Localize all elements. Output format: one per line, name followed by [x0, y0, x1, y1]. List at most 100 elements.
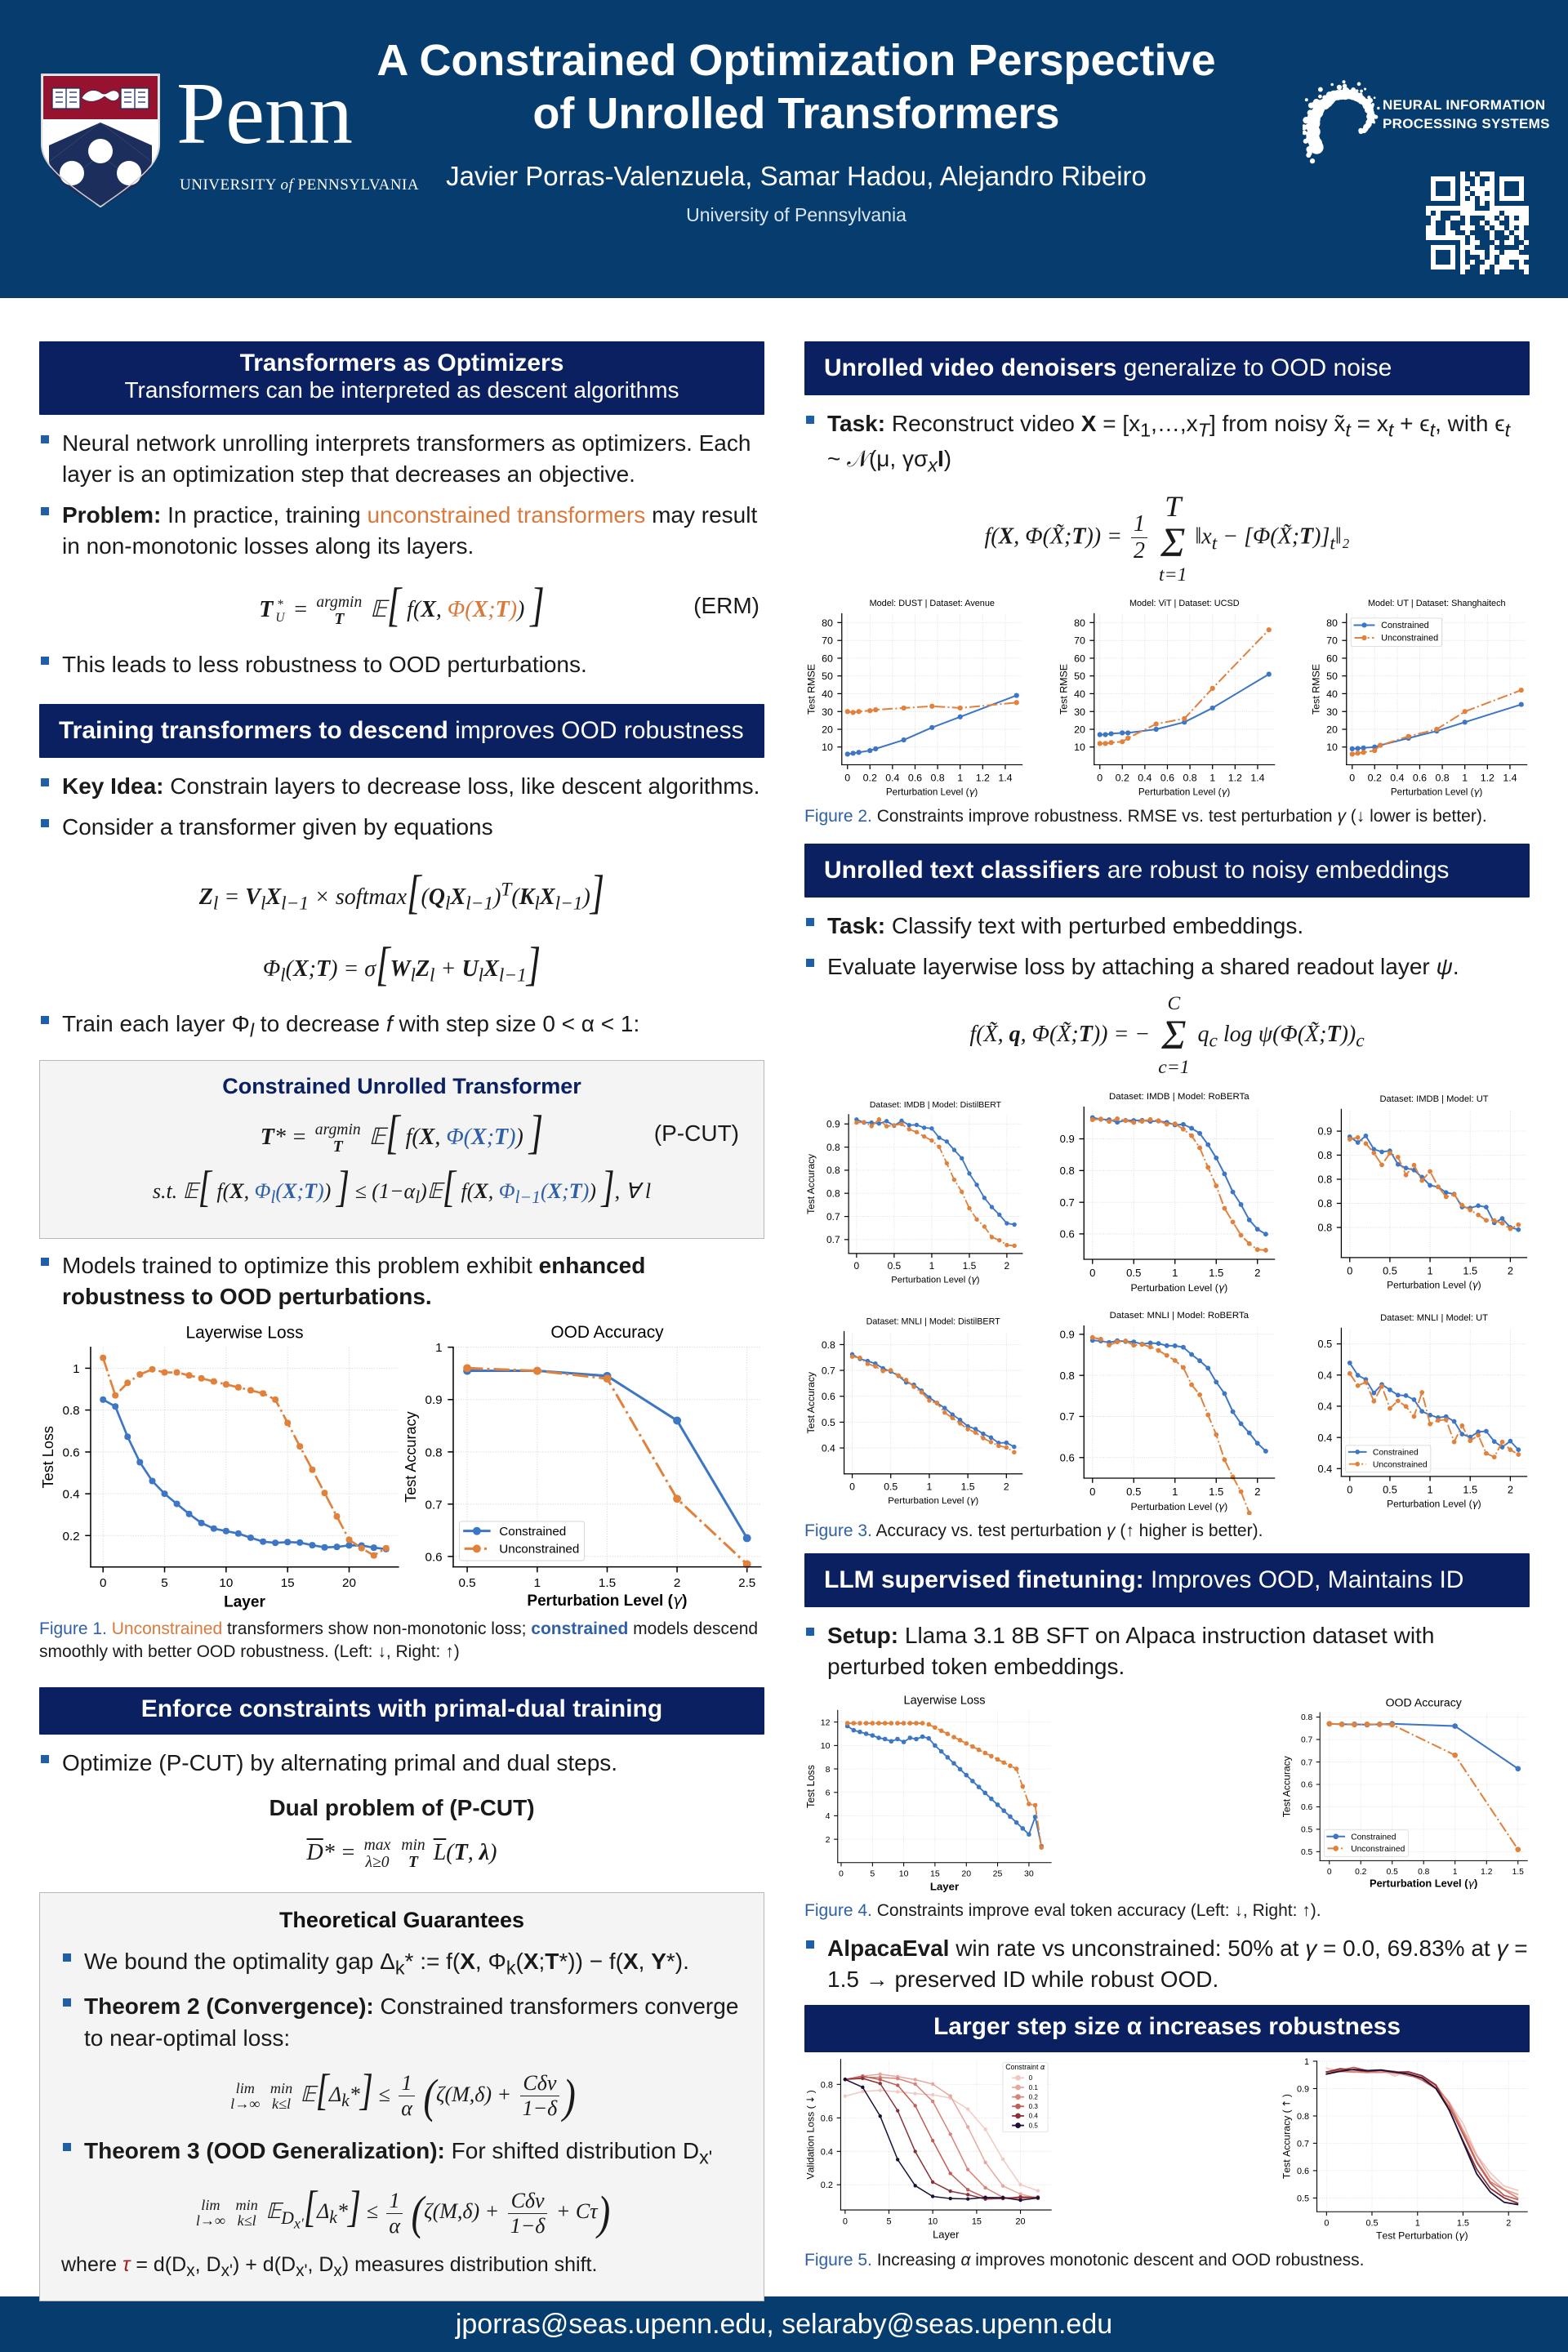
svg-text:1.5: 1.5	[599, 1576, 616, 1590]
svg-text:0: 0	[1089, 1486, 1095, 1498]
svg-text:0: 0	[1089, 1267, 1095, 1279]
svg-text:Dataset: IMDB | Model: RoBERTa: Dataset: IMDB | Model: RoBERTa	[1109, 1092, 1250, 1102]
svg-text:2: 2	[1004, 1481, 1009, 1492]
svg-text:0.7: 0.7	[1301, 1758, 1313, 1767]
svg-text:0.2: 0.2	[1029, 2094, 1039, 2101]
svg-text:0.8: 0.8	[1318, 1174, 1333, 1186]
svg-text:1.5: 1.5	[1463, 1483, 1477, 1495]
svg-text:0.1: 0.1	[1029, 2084, 1039, 2091]
svg-text:1: 1	[73, 1362, 79, 1376]
svg-text:2: 2	[1508, 1483, 1513, 1495]
svg-text:Dataset: IMDB | Model: UT: Dataset: IMDB | Model: UT	[1379, 1094, 1488, 1104]
svg-text:0.7: 0.7	[1060, 1410, 1075, 1423]
svg-text:1: 1	[1209, 772, 1215, 783]
svg-text:0.6: 0.6	[1301, 1780, 1313, 1789]
svg-text:10: 10	[1326, 742, 1338, 753]
svg-text:0: 0	[849, 1481, 855, 1492]
svg-text:60: 60	[1326, 653, 1338, 665]
svg-text:2.5: 2.5	[738, 1576, 755, 1590]
svg-text:0.9: 0.9	[1297, 2085, 1309, 2095]
svg-text:Unconstrained: Unconstrained	[1381, 634, 1438, 644]
svg-text:20: 20	[1326, 724, 1338, 736]
svg-text:0.2: 0.2	[63, 1529, 80, 1543]
svg-text:0.8: 0.8	[1318, 1222, 1333, 1234]
svg-text:1.5: 1.5	[1512, 1867, 1525, 1876]
svg-text:0.8: 0.8	[1435, 772, 1449, 783]
svg-text:25: 25	[993, 1869, 1003, 1878]
svg-text:1: 1	[1428, 1483, 1433, 1495]
svg-text:20: 20	[822, 724, 833, 736]
svg-text:Dataset: IMDB | Model: DistilB: Dataset: IMDB | Model: DistilBERT	[870, 1101, 1002, 1110]
svg-text:1.4: 1.4	[1250, 772, 1264, 783]
svg-text:5: 5	[870, 1869, 875, 1878]
svg-text:20: 20	[1015, 2217, 1025, 2227]
svg-text:10: 10	[822, 742, 833, 753]
svg-text:0.2: 0.2	[1368, 772, 1382, 783]
svg-text:0.4: 0.4	[1318, 1369, 1333, 1381]
svg-text:0.5: 0.5	[884, 1481, 898, 1492]
svg-text:0.2: 0.2	[821, 2180, 833, 2190]
svg-text:Test Accuracy: Test Accuracy	[805, 1154, 817, 1214]
svg-text:0.2: 0.2	[863, 772, 877, 783]
svg-text:10: 10	[821, 1741, 831, 1751]
svg-text:Unconstrained: Unconstrained	[499, 1542, 579, 1556]
svg-text:0.6: 0.6	[63, 1446, 80, 1459]
svg-text:OOD Accuracy: OOD Accuracy	[1386, 1695, 1463, 1708]
svg-text:0.9: 0.9	[1318, 1125, 1333, 1138]
svg-text:1: 1	[929, 1260, 935, 1272]
svg-text:1.5: 1.5	[963, 1260, 977, 1272]
svg-text:0.4: 0.4	[822, 1442, 835, 1454]
svg-text:0.8: 0.8	[822, 1339, 835, 1351]
svg-text:0.8: 0.8	[1301, 1713, 1313, 1722]
svg-text:20: 20	[1074, 724, 1085, 736]
svg-text:50: 50	[1074, 670, 1085, 682]
svg-text:0.8: 0.8	[821, 2080, 833, 2090]
svg-text:1.2: 1.2	[1481, 1867, 1493, 1876]
svg-text:0.8: 0.8	[826, 1142, 840, 1153]
svg-text:0.7: 0.7	[425, 1498, 443, 1512]
svg-text:20: 20	[961, 1869, 971, 1878]
svg-text:80: 80	[822, 617, 833, 629]
svg-text:0: 0	[1324, 2219, 1329, 2229]
svg-text:12: 12	[821, 1717, 831, 1727]
svg-text:10: 10	[1074, 742, 1085, 753]
svg-text:70: 70	[822, 635, 833, 647]
svg-text:0.6: 0.6	[1160, 772, 1174, 783]
svg-text:0.5: 0.5	[1029, 2123, 1039, 2130]
svg-text:0: 0	[1029, 2074, 1033, 2082]
svg-text:0.5: 0.5	[1383, 1483, 1397, 1495]
svg-text:2: 2	[1254, 1486, 1260, 1498]
svg-text:0.3: 0.3	[1029, 2103, 1039, 2110]
svg-text:60: 60	[1074, 653, 1085, 665]
svg-text:2: 2	[674, 1576, 680, 1590]
svg-text:0.2: 0.2	[1355, 1867, 1367, 1876]
svg-text:1.5: 1.5	[1209, 1486, 1223, 1498]
svg-text:0.6: 0.6	[1301, 1803, 1313, 1812]
svg-text:0: 0	[1347, 1264, 1352, 1276]
svg-text:Model: DUST | Dataset: Avenue: Model: DUST | Dataset: Avenue	[870, 599, 995, 608]
svg-text:Constrained: Constrained	[1381, 621, 1429, 630]
svg-text:0.8: 0.8	[63, 1404, 80, 1418]
svg-text:0.8: 0.8	[1297, 2112, 1309, 2122]
svg-text:0: 0	[844, 772, 850, 783]
svg-text:30: 30	[1074, 706, 1085, 718]
svg-text:Test Accuracy: Test Accuracy	[805, 1371, 817, 1433]
svg-text:5: 5	[161, 1576, 167, 1590]
svg-text:6: 6	[826, 1788, 831, 1797]
svg-text:10: 10	[899, 1869, 909, 1878]
svg-text:40: 40	[1326, 688, 1338, 700]
svg-text:15: 15	[281, 1576, 295, 1590]
svg-text:5: 5	[886, 2217, 891, 2227]
svg-text:1.5: 1.5	[1209, 1267, 1223, 1279]
svg-text:4: 4	[826, 1811, 831, 1821]
svg-text:0: 0	[1347, 1483, 1352, 1495]
svg-text:50: 50	[1326, 670, 1338, 682]
svg-text:1: 1	[1453, 1867, 1458, 1876]
svg-text:1: 1	[1415, 2219, 1420, 2229]
svg-text:Unconstrained: Unconstrained	[1351, 1844, 1405, 1853]
svg-text:0.6: 0.6	[821, 2114, 833, 2123]
svg-text:0.8: 0.8	[826, 1188, 840, 1200]
